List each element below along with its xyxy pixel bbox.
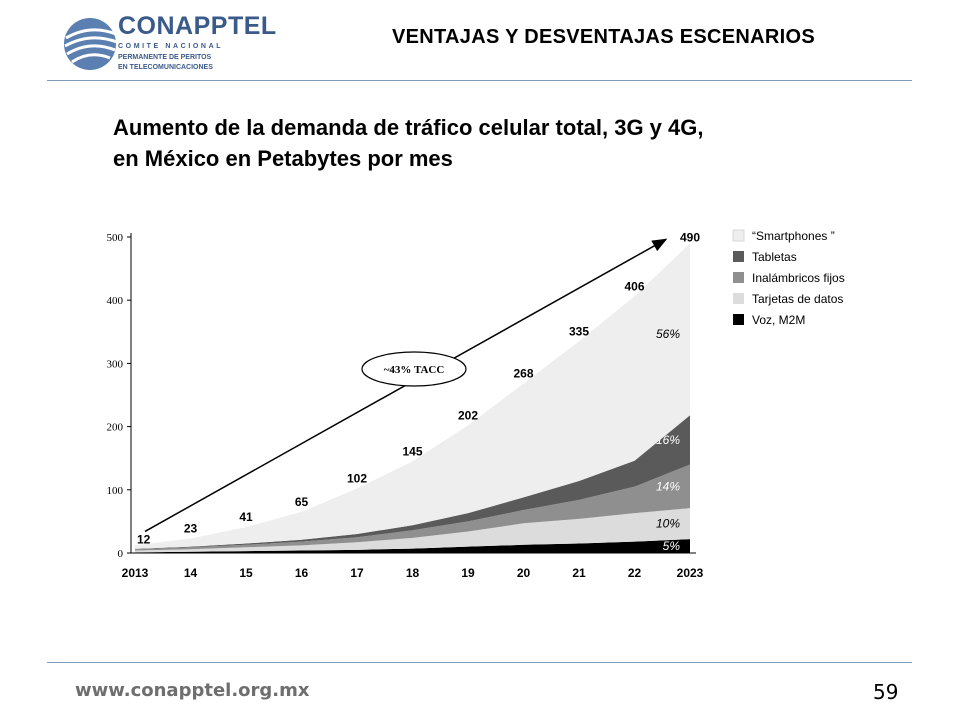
x-tick-label: 2013 (122, 566, 149, 580)
legend-swatch (733, 314, 744, 325)
legend-swatch (733, 272, 744, 283)
total-label: 268 (513, 367, 533, 381)
total-label: 65 (295, 495, 309, 509)
legend-swatch (732, 229, 745, 242)
footer-divider (47, 662, 912, 663)
slide-title: Aumento de la demanda de tráfico celular… (113, 112, 704, 174)
x-tick-label: 16 (295, 566, 309, 580)
total-label: 202 (458, 408, 478, 422)
x-tick-label: 19 (461, 566, 475, 580)
area-series-4 (135, 243, 690, 549)
legend-swatch (733, 251, 744, 262)
total-label: 41 (239, 510, 253, 524)
y-tick-label: 400 (107, 295, 124, 307)
x-tick-label: 22 (628, 566, 642, 580)
area-series-3 (135, 415, 690, 550)
x-tick-label: 15 (239, 566, 253, 580)
share-label-2: 14% (656, 479, 680, 493)
y-tick-label: 300 (107, 358, 124, 370)
x-tick-label: 20 (517, 566, 531, 580)
legend-label: Tabletas (752, 250, 797, 264)
x-tick-label: 21 (572, 566, 586, 580)
header-title: VENTAJAS Y DESVENTAJAS ESCENARIOS (392, 26, 815, 48)
y-tick-label: 200 (107, 422, 124, 434)
total-label: 145 (402, 444, 422, 458)
slide-title-line2: en México en Petabytes por mes (113, 146, 453, 171)
total-label: 335 (569, 324, 589, 338)
tacc-ellipse (361, 351, 467, 387)
logo-line1: COMITE NACIONAL (118, 43, 224, 50)
total-label: 406 (624, 279, 644, 293)
share-label-0: 5% (663, 539, 681, 553)
y-tick-label: 0 (118, 548, 124, 560)
x-tick-label: 2023 (677, 566, 704, 580)
total-label: 12 (137, 532, 151, 546)
legend-label: “Smartphones ” (752, 229, 835, 243)
conapptel-logo: CONAPPTEL COMITE NACIONAL PERMANENTE DE … (60, 10, 276, 80)
y-tick-label: 500 (107, 232, 124, 244)
header-divider (47, 80, 912, 81)
slide-title-line1: Aumento de la demanda de tráfico celular… (113, 115, 704, 140)
globe-logo-icon (64, 18, 118, 70)
area-series-0 (135, 539, 690, 553)
total-label: 23 (184, 521, 198, 535)
tacc-label: ~43% TACC (384, 364, 445, 376)
area-series-1 (135, 508, 690, 553)
x-tick-label: 18 (406, 566, 420, 580)
legend-swatch (733, 293, 744, 304)
total-label: 102 (347, 472, 367, 486)
x-tick-label: 17 (350, 566, 364, 580)
total-label: 490 (680, 230, 700, 244)
footer-url[interactable]: www.conapptel.org.mx (75, 680, 310, 701)
share-label-4: 56% (656, 327, 680, 341)
legend-label: Voz, M2M (752, 313, 805, 327)
x-tick-label: 14 (184, 566, 198, 580)
logo-name: CONAPPTEL (118, 12, 277, 40)
y-tick-label: 100 (107, 485, 124, 497)
page-number: 59 (873, 680, 899, 704)
legend-label: Tarjetas de datos (752, 292, 843, 306)
logo-line3: EN TELECOMUNICACIONES (118, 64, 213, 71)
logo-line2: PERMANENTE DE PERITOS (118, 54, 212, 61)
area-series-2 (135, 464, 690, 551)
share-label-1: 10% (656, 517, 680, 531)
legend-label: Inalámbricos fijos (752, 271, 845, 285)
